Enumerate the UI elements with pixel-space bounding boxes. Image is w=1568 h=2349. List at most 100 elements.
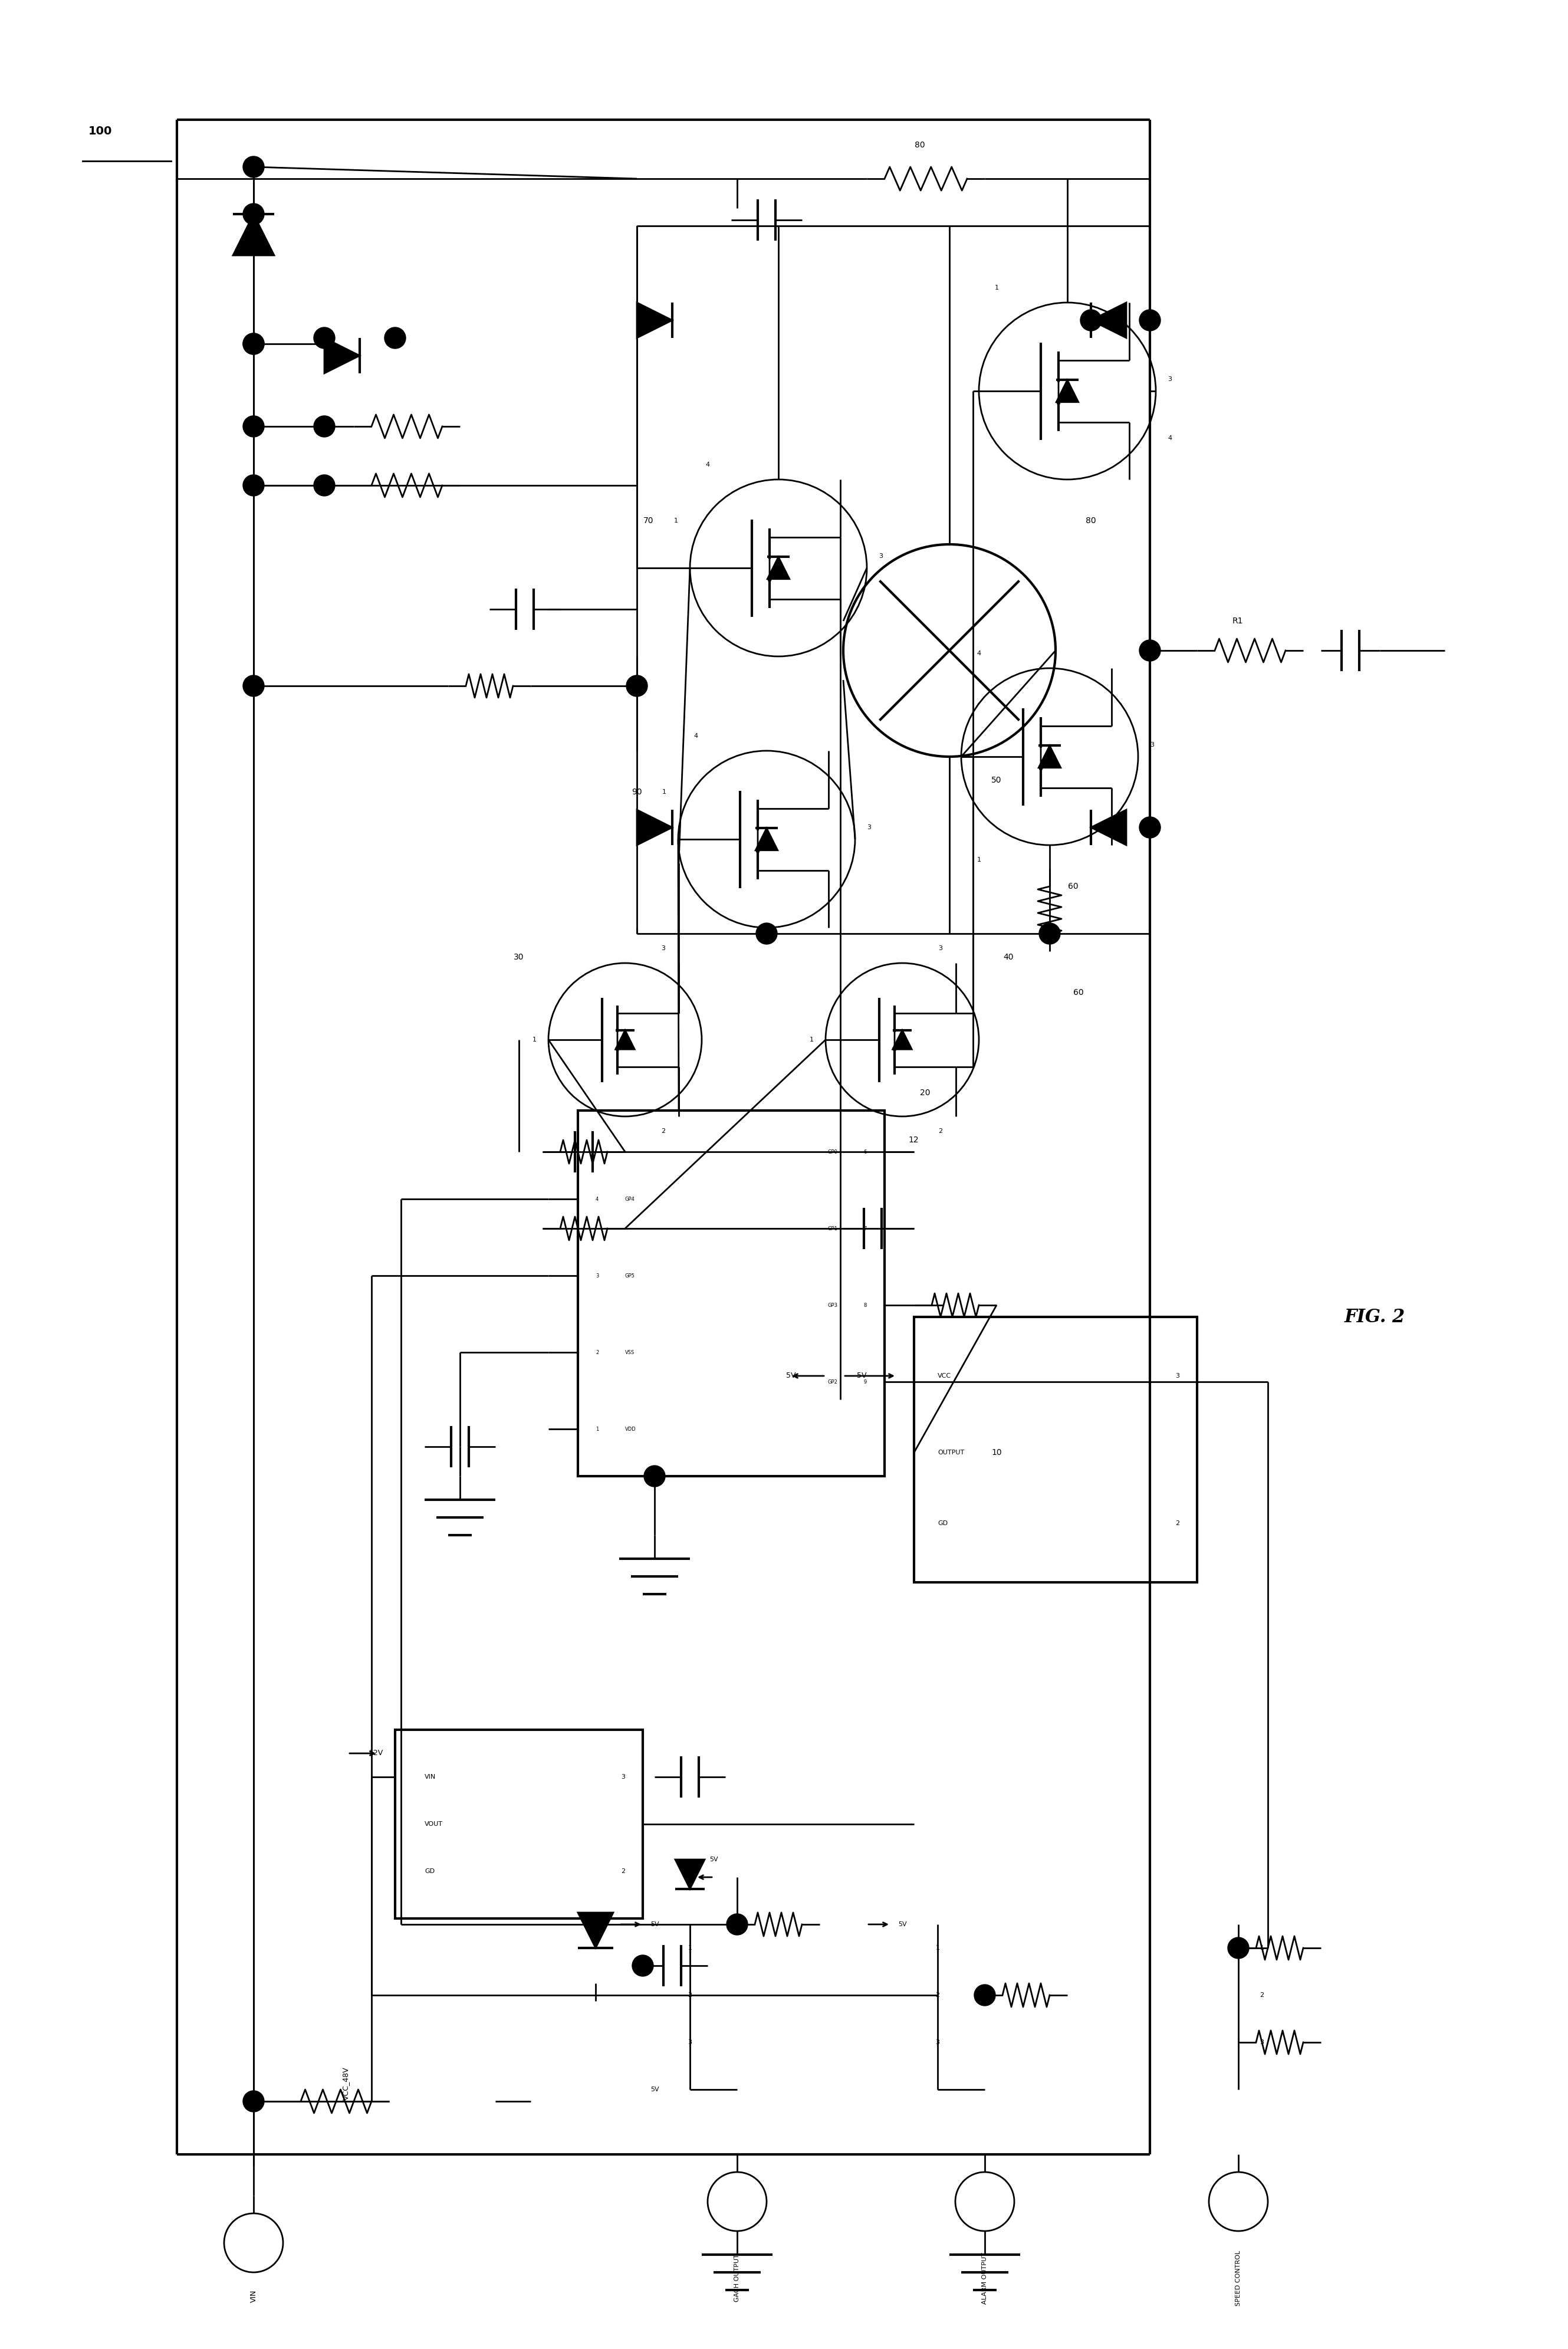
Text: GD: GD xyxy=(425,1867,434,1875)
Text: GP4: GP4 xyxy=(626,1196,635,1203)
Text: GP3: GP3 xyxy=(828,1301,837,1308)
Text: 1: 1 xyxy=(662,789,666,794)
Text: 40: 40 xyxy=(1004,954,1013,961)
Text: 1: 1 xyxy=(994,284,999,291)
Circle shape xyxy=(626,674,648,698)
Polygon shape xyxy=(1091,810,1126,846)
Text: 3: 3 xyxy=(596,1273,599,1278)
Text: 30: 30 xyxy=(514,954,524,961)
Circle shape xyxy=(756,923,778,944)
Text: 12: 12 xyxy=(908,1137,919,1144)
Text: 5V: 5V xyxy=(858,1372,867,1379)
Polygon shape xyxy=(892,1031,913,1050)
Text: FIG. 2: FIG. 2 xyxy=(1344,1308,1405,1327)
Text: 10: 10 xyxy=(991,1449,1002,1456)
Text: 9: 9 xyxy=(864,1379,867,1384)
Text: 70: 70 xyxy=(643,517,654,524)
Text: 3: 3 xyxy=(878,554,883,559)
Text: 1: 1 xyxy=(674,517,677,524)
Text: 5V: 5V xyxy=(709,1856,718,1863)
Polygon shape xyxy=(1038,745,1060,768)
Text: 60: 60 xyxy=(1073,989,1083,996)
Text: R1: R1 xyxy=(1232,618,1243,625)
Circle shape xyxy=(632,1954,654,1976)
Text: 5V: 5V xyxy=(651,2086,659,2093)
Circle shape xyxy=(314,327,336,348)
Circle shape xyxy=(243,334,263,355)
Text: 2: 2 xyxy=(688,1992,691,1999)
Circle shape xyxy=(243,416,263,437)
Text: 1: 1 xyxy=(596,1426,599,1431)
Circle shape xyxy=(314,416,336,437)
Text: 2: 2 xyxy=(1259,1992,1264,1999)
Circle shape xyxy=(384,327,406,348)
Text: 1: 1 xyxy=(936,1945,939,1952)
Text: 3: 3 xyxy=(662,944,665,951)
Text: GP0: GP0 xyxy=(828,1149,837,1153)
Text: 4: 4 xyxy=(706,463,710,467)
Circle shape xyxy=(1140,310,1160,331)
Text: GACH OUTPUT: GACH OUTPUT xyxy=(734,2255,740,2302)
Circle shape xyxy=(314,474,336,496)
Text: 3: 3 xyxy=(621,1773,626,1781)
Text: 5V: 5V xyxy=(787,1372,797,1379)
Text: OUTPUT: OUTPUT xyxy=(938,1449,964,1456)
Text: 80: 80 xyxy=(914,141,925,150)
Circle shape xyxy=(243,2091,263,2112)
Polygon shape xyxy=(637,810,673,846)
Text: 5V: 5V xyxy=(898,1921,906,1926)
Text: 3: 3 xyxy=(1168,376,1171,383)
Text: 5V: 5V xyxy=(651,1921,659,1926)
Text: 90: 90 xyxy=(632,787,641,796)
Text: VCC: VCC xyxy=(938,1372,952,1379)
Polygon shape xyxy=(637,303,673,338)
Text: 2: 2 xyxy=(621,1867,626,1875)
Text: 1: 1 xyxy=(809,1036,814,1043)
Text: 8: 8 xyxy=(864,1301,867,1308)
Text: 1: 1 xyxy=(977,857,982,862)
Text: 2: 2 xyxy=(662,1128,665,1135)
Text: 3: 3 xyxy=(688,2039,691,2046)
Circle shape xyxy=(974,1985,996,2006)
Polygon shape xyxy=(579,1912,613,1947)
Text: VOUT: VOUT xyxy=(425,1820,442,1828)
Text: 3: 3 xyxy=(936,2039,939,2046)
Text: 60: 60 xyxy=(1068,883,1079,890)
Text: 2: 2 xyxy=(939,1128,942,1135)
Circle shape xyxy=(1140,639,1160,660)
Text: 3: 3 xyxy=(1149,742,1154,747)
Text: 100: 100 xyxy=(88,127,113,136)
Polygon shape xyxy=(676,1860,704,1889)
Text: GP1: GP1 xyxy=(828,1226,837,1231)
Circle shape xyxy=(243,674,263,698)
Text: 3: 3 xyxy=(1259,2039,1264,2046)
Text: ALARM OUTPUT: ALARM OUTPUT xyxy=(982,2253,988,2304)
Polygon shape xyxy=(756,829,778,850)
Bar xyxy=(579,1111,884,1475)
Text: SPEED CONTROL: SPEED CONTROL xyxy=(1236,2250,1242,2307)
Text: 2: 2 xyxy=(936,1992,939,1999)
Text: 1: 1 xyxy=(533,1036,536,1043)
Text: VSS: VSS xyxy=(626,1351,635,1355)
Text: 3: 3 xyxy=(1176,1372,1179,1379)
Bar xyxy=(395,1729,643,1919)
Text: 4: 4 xyxy=(977,651,982,655)
Text: 2: 2 xyxy=(1174,1520,1179,1527)
Polygon shape xyxy=(767,557,789,578)
Text: GP5: GP5 xyxy=(626,1273,635,1278)
Polygon shape xyxy=(616,1031,635,1050)
Text: 2: 2 xyxy=(596,1351,599,1355)
Circle shape xyxy=(1140,817,1160,839)
Polygon shape xyxy=(325,338,359,373)
Text: 4: 4 xyxy=(693,733,698,740)
Circle shape xyxy=(243,474,263,496)
Text: 80: 80 xyxy=(1085,517,1096,524)
Circle shape xyxy=(243,157,263,179)
Circle shape xyxy=(1080,310,1102,331)
Circle shape xyxy=(644,1466,665,1487)
Bar xyxy=(914,1318,1196,1583)
Circle shape xyxy=(243,204,263,226)
Text: 12V: 12V xyxy=(368,1750,383,1757)
Text: 1: 1 xyxy=(1259,1945,1264,1952)
Polygon shape xyxy=(1091,303,1126,338)
